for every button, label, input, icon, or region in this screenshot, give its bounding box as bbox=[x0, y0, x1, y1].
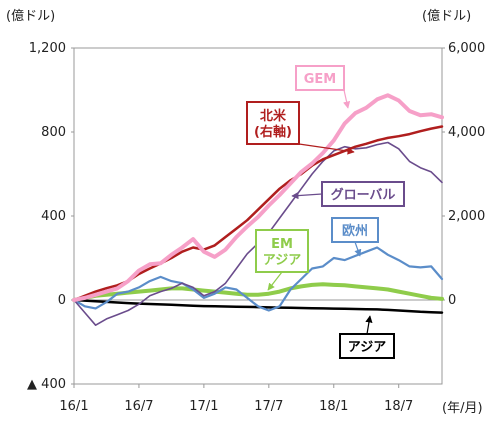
right-unit-label: (億ドル) bbox=[422, 8, 471, 24]
x-tick-label: 17/1 bbox=[189, 399, 218, 414]
label-text: アジア bbox=[263, 253, 301, 268]
label-text: EM bbox=[271, 237, 293, 252]
series-layer bbox=[72, 93, 444, 326]
label-box bbox=[295, 65, 345, 91]
right-tick-label: 6,000 bbox=[448, 41, 485, 56]
series-label-1: 北米(右軸) bbox=[246, 101, 355, 155]
label-box bbox=[339, 333, 395, 359]
right-tick-label: 0 bbox=[448, 293, 456, 308]
x-tick-label: 16/1 bbox=[59, 399, 88, 414]
series-label-3: 欧州 bbox=[331, 217, 379, 257]
x-tick-label: 18/7 bbox=[384, 399, 413, 414]
label-box bbox=[255, 229, 309, 273]
label-arrow bbox=[298, 143, 355, 155]
right-tick-label: 4,000 bbox=[448, 125, 485, 140]
series-label-2: グローバル bbox=[291, 181, 405, 207]
series-label-0: GEM bbox=[295, 65, 351, 109]
label-arrow bbox=[343, 89, 351, 109]
x-tick-label: 17/7 bbox=[254, 399, 283, 414]
left-unit-label: (億ドル) bbox=[6, 8, 55, 24]
label-text: グローバル bbox=[331, 187, 396, 203]
series-line-0 bbox=[72, 93, 444, 302]
left-tick-label: 1,200 bbox=[29, 41, 66, 56]
left-tick-label: 400 bbox=[41, 209, 66, 224]
left-axis-ticks: ▲ 400 0 400 800 1,200 bbox=[27, 41, 74, 392]
x-unit-label: (年/月) bbox=[442, 401, 483, 416]
label-arrow bbox=[365, 315, 373, 335]
label-box bbox=[246, 101, 300, 145]
label-text: GEM bbox=[304, 72, 337, 87]
series-line-3 bbox=[72, 246, 444, 312]
left-tick-label: ▲ 400 bbox=[27, 377, 66, 392]
label-arrow bbox=[291, 191, 323, 200]
label-text: 北米 bbox=[260, 108, 287, 124]
series-label-5: アジア bbox=[339, 315, 395, 359]
left-tick-label: 0 bbox=[58, 293, 66, 308]
series-line-4 bbox=[72, 282, 444, 302]
label-text: (右軸) bbox=[254, 124, 292, 140]
label-box bbox=[321, 181, 405, 207]
x-axis-ticks: 16/1 16/7 17/1 17/7 18/1 18/7 bbox=[59, 384, 413, 414]
left-tick-label: 800 bbox=[41, 125, 66, 140]
label-arrow bbox=[267, 271, 283, 291]
x-tick-label: 16/7 bbox=[124, 399, 153, 414]
label-box bbox=[331, 217, 379, 243]
label-arrow bbox=[354, 241, 362, 257]
series-line-1 bbox=[72, 125, 444, 302]
right-axis-ticks: 0 2,000 4,000 6,000 bbox=[442, 41, 485, 308]
right-tick-label: 2,000 bbox=[448, 209, 485, 224]
x-tick-label: 18/1 bbox=[319, 399, 348, 414]
label-text: 欧州 bbox=[342, 223, 368, 239]
label-text: アジア bbox=[348, 340, 386, 355]
